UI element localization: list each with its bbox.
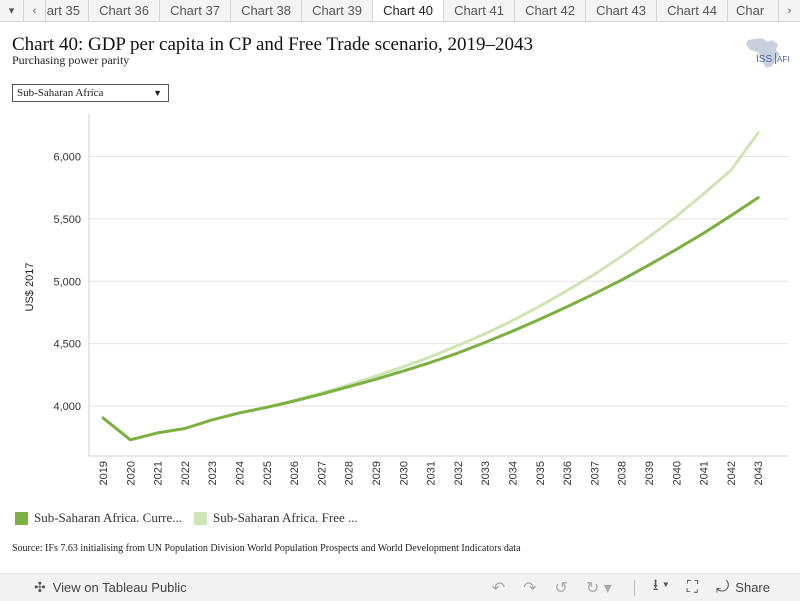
tab-list: art 35 Chart 36 Chart 37 Chart 38 Chart 39 Ch… [46,0,778,21]
y-tick-label: 5,000 [53,276,81,288]
tab-chart-39[interactable]: Chart 39 [302,0,373,21]
legend-label: Sub-Saharan Africa. Curre... [34,510,183,525]
x-tick-label: 2038 [617,461,629,485]
tab-chart-42[interactable]: Chart 42 [515,0,586,21]
tab-chart-37[interactable]: Chart 37 [160,0,231,21]
x-tick-label: 2037 [589,461,601,485]
tab-chart-43[interactable]: Chart 43 [586,0,657,21]
chart-title: Chart 40: GDP per capita in CP and Free … [12,34,534,55]
legend-swatch [194,511,208,525]
x-tick-label: 2043 [753,461,765,485]
x-tick-label: 2040 [671,461,683,485]
x-tick-label: 2028 [344,461,356,485]
fullscreen-icon[interactable]: ⛶ [686,578,698,596]
x-tick-label: 2035 [535,461,547,485]
series-line-free-trade [265,131,760,409]
redo-icon[interactable]: ↷ [523,579,537,597]
y-tick-label: 4,500 [53,339,81,351]
x-tick-label: 2022 [180,461,192,485]
tab-chart-40[interactable]: Chart 40 [373,0,444,21]
tab-chart-38[interactable]: Chart 38 [231,0,302,21]
iss-africa-logo: ISS AFI [746,38,789,68]
chevron-down-icon: ▼ [153,88,162,98]
x-tick-label: 2032 [453,461,465,485]
tab-chart-41[interactable]: Chart 41 [444,0,515,21]
y-tick-label: 4,000 [53,401,81,413]
x-tick-label: 2024 [235,461,247,485]
x-tick-label: 2034 [508,461,520,485]
x-tick-label: 2033 [480,461,492,485]
x-tick-label: 2021 [153,461,165,485]
region-filter-value: Sub-Saharan Africa [17,87,104,99]
y-tick-label: 5,500 [53,214,81,226]
x-tick-label: 2041 [699,461,711,485]
tab-char[interactable]: Char [728,0,778,21]
tab-menu-dropdown-icon[interactable]: ▾ [0,0,24,21]
legend-item-free-trade[interactable]: Sub-Saharan Africa. Free ... [194,510,358,526]
tab-scroll-right-icon[interactable]: › [778,0,800,21]
y-tick-label: 6,000 [53,151,81,163]
share-button[interactable]: Share [735,580,770,595]
region-filter-dropdown[interactable]: Sub-Saharan Africa ▼ [12,84,169,102]
x-tick-label: 2030 [398,461,410,485]
x-tick-label: 2019 [98,461,110,485]
tab-scroll-left-icon[interactable]: ‹ [24,0,46,21]
legend-label: Sub-Saharan Africa. Free ... [213,510,358,525]
svg-text:AFI: AFI [777,55,789,64]
x-tick-label: 2023 [207,461,219,485]
x-tick-label: 2042 [726,461,738,485]
chart-subtitle: Purchasing power parity [12,53,130,67]
line-chart: 4,000 4,500 5,000 5,500 6,000 US$ 2017 2019 202… [24,114,788,485]
tab-art-35[interactable]: art 35 [46,0,89,21]
x-tick-label: 2026 [289,461,301,485]
toolbar-divider [633,579,635,596]
legend: Sub-Saharan Africa. Curre... Sub-Saharan… [15,510,370,526]
x-tick-label: 2029 [371,461,383,485]
tab-chart-44[interactable]: Chart 44 [657,0,728,21]
undo-icon[interactable]: ↶ [491,579,506,597]
x-tick-label: 2020 [125,461,137,485]
toolbar-actions: ↶ ↷ ↺ ↻ ▾ ⭳ ▾ ⛶ ⤾ Share [474,574,770,601]
series-line-current-path [101,196,760,442]
tab-chart-36[interactable]: Chart 36 [89,0,160,21]
source-note: Source: IFs 7.63 initialising from UN Po… [12,543,521,554]
x-tick-label: 2036 [562,461,574,485]
x-tick-label: 2039 [644,461,656,485]
tableau-logo-icon: ✣ [34,579,46,595]
revert-icon[interactable]: ↺ [554,579,568,597]
x-tick-label: 2027 [316,461,328,485]
legend-item-current-path[interactable]: Sub-Saharan Africa. Curre... [15,510,182,526]
sheet-tabs: ▾ ‹ art 35 Chart 36 Chart 37 Chart 38 Chart … [0,0,800,22]
refresh-icon[interactable]: ↻ ▾ [585,579,612,597]
share-icon[interactable]: ⤾ [715,578,730,596]
x-tick-label: 2031 [426,461,438,485]
tableau-toolbar: ✣ View on Tableau Public ↶ ↷ ↺ ↻ ▾ ⭳ ▾ ⛶… [0,573,800,601]
download-icon[interactable]: ⭳ ▾ [652,577,669,594]
y-axis-label: US$ 2017 [24,263,36,312]
legend-swatch [15,511,28,525]
svg-text:ISS: ISS [756,54,772,65]
view-label: View on Tableau Public [52,580,187,595]
view-on-tableau-public-link[interactable]: ✣ View on Tableau Public [34,579,187,596]
x-tick-label: 2025 [262,461,274,485]
